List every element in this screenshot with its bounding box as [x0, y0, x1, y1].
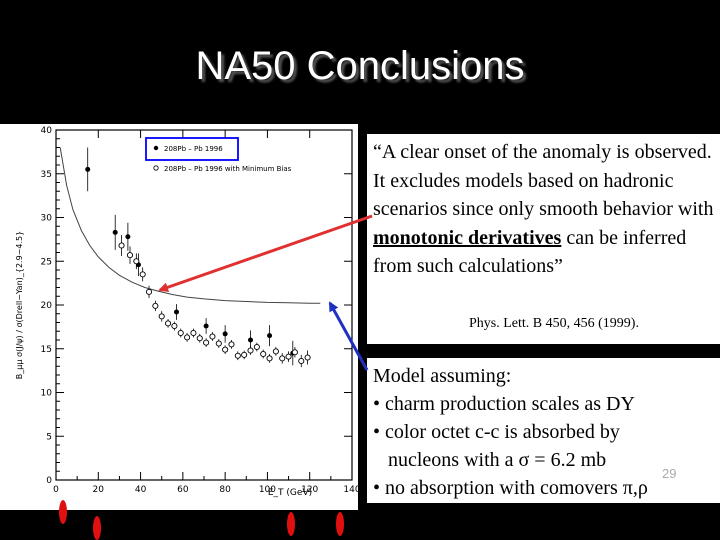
data-point-open — [203, 339, 210, 346]
x-tick-label: 140 — [343, 485, 358, 495]
red-marker — [287, 512, 295, 536]
x-tick-label: 100 — [259, 485, 276, 495]
x-tick-label: 0 — [53, 485, 59, 495]
y-tick-label: 40 — [41, 126, 53, 136]
y-tick-label: 15 — [41, 345, 52, 355]
quote-text-start: “A clear onset of the anomaly is observe… — [373, 141, 714, 220]
data-point-open — [222, 346, 229, 353]
x-tick-label: 20 — [93, 485, 105, 495]
data-point-open — [152, 302, 159, 309]
y-tick-label: 20 — [41, 301, 53, 311]
y-tick-label: 25 — [41, 257, 52, 267]
data-point-open — [291, 349, 298, 356]
data-point-open — [228, 341, 235, 348]
y-tick-label: 0 — [46, 476, 52, 486]
data-point-filled — [85, 166, 91, 172]
slide-title: NA50 Conclusions — [195, 44, 525, 88]
y-axis-label: B_μμ σ(J/ψ) / σ(Drell−Yan)_{2.9−4.5} — [15, 231, 24, 379]
quote-text: “A clear onset of the anomaly is observe… — [373, 138, 717, 281]
data-point-open — [285, 353, 292, 360]
legend-highlight — [145, 137, 239, 161]
data-point-open — [304, 354, 311, 361]
data-point-open — [184, 334, 191, 341]
quote-emphasis: monotonic derivatives — [373, 226, 562, 249]
plot-panel: 0 20 40 60 80 100 120 140 0 5 10 15 20 25 30 35 40 E_T (G… — [0, 124, 361, 510]
data-point-open — [253, 343, 260, 351]
y-tick-label: 30 — [41, 214, 53, 224]
x-tick-label: 60 — [177, 485, 189, 495]
data-point-open — [234, 352, 241, 359]
data-point-open — [165, 320, 172, 327]
y-tick-label: 10 — [41, 389, 53, 399]
slide-number: 29 — [662, 466, 677, 481]
data-point-open — [215, 340, 222, 347]
model-line: nucleons with a σ = 6.2 mb — [373, 449, 607, 471]
data-point-open — [260, 350, 267, 358]
data-point-filled — [222, 331, 228, 337]
legend-entry: 208Pb – Pb 1996 with Minimum Bias — [164, 165, 292, 173]
plot-frame — [55, 129, 353, 481]
model-curve — [59, 147, 321, 304]
data-point-open — [241, 351, 248, 358]
legend-marker-filled — [153, 145, 159, 151]
model-box: Model assuming: • charm production scale… — [367, 358, 720, 503]
jpsi-dy-chart: 0 20 40 60 80 100 120 140 0 5 10 15 20 25 30 35 40 E_T (G… — [15, 126, 361, 498]
data-point-open — [177, 329, 184, 337]
legend-entry: 208Pb – Pb 1996 — [164, 145, 223, 153]
red-marker — [336, 512, 344, 536]
model-line: • charm production scales as DY — [373, 393, 635, 415]
data-point-open — [171, 322, 178, 330]
data-point-open — [133, 258, 140, 265]
model-line: • color octet c-c is absorbed by — [373, 421, 620, 443]
data-point-open — [139, 271, 146, 278]
data-point-open — [145, 288, 153, 295]
x-tick-label: 40 — [135, 485, 147, 495]
red-marker — [93, 516, 101, 540]
quote-text-end: can be inferred from such calculations” — [373, 226, 687, 278]
data-point-open — [158, 313, 165, 320]
data-point-open — [266, 355, 273, 362]
x-tick-label: 120 — [301, 485, 318, 495]
data-point-open — [126, 252, 134, 259]
data-point-open — [118, 242, 125, 249]
quote-box: “A clear onset of the anomaly is observe… — [367, 134, 720, 344]
data-point-open — [209, 333, 216, 340]
data-point-open — [272, 348, 279, 355]
data-point-open — [279, 355, 286, 362]
data-point-open — [298, 357, 305, 365]
x-axis-label: E_T (GeV) — [268, 488, 312, 498]
data-point-filled — [248, 337, 254, 343]
legend-marker-open — [153, 165, 159, 171]
model-line: Model assuming: — [373, 365, 512, 387]
y-tick-label: 5 — [46, 432, 52, 442]
citation: Phys. Lett. B 450, 456 (1999). — [469, 316, 639, 331]
data-point-filled — [125, 234, 131, 240]
data-point-open — [247, 347, 254, 354]
data-point-filled — [267, 333, 273, 339]
data-point-filled — [112, 229, 118, 235]
x-tick-label: 80 — [219, 485, 231, 495]
data-point-filled — [203, 323, 209, 329]
data-point-filled — [174, 309, 180, 315]
data-point-open — [190, 329, 197, 337]
model-line: • no absorption with comovers π,ρ — [373, 477, 648, 499]
y-tick-label: 35 — [41, 170, 52, 180]
data-point-open — [196, 335, 203, 342]
